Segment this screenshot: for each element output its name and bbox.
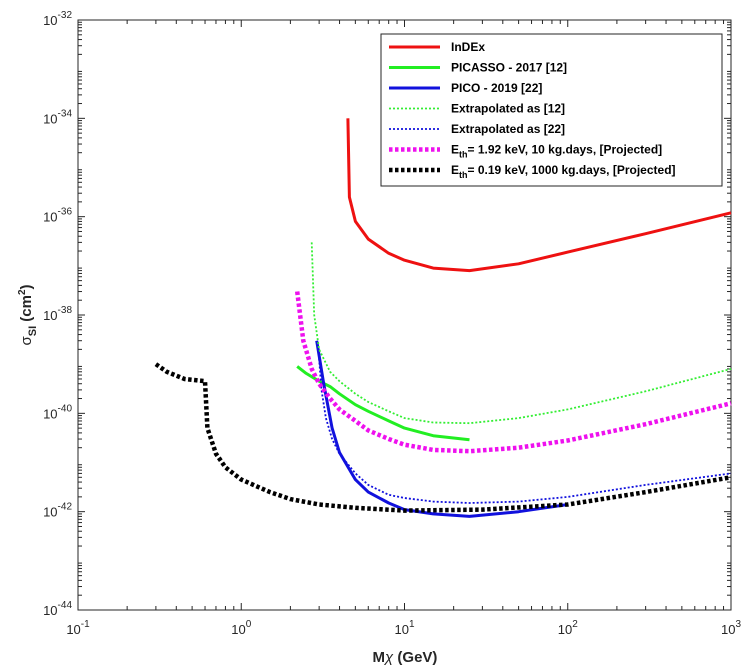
series-line-eth-1-92-kev-10-kg-days-projected (294, 291, 732, 454)
series-layer (154, 118, 732, 518)
legend-label-index: InDEx (451, 40, 485, 54)
series-line-picasso-2017-12 (296, 365, 470, 442)
x-tick-label: 103 (721, 619, 741, 637)
y-tick-label: 10-34 (43, 108, 72, 126)
series-line-pico-2019-22 (315, 340, 569, 518)
x-tick-label: 100 (231, 619, 251, 637)
y-tick-label: 10-44 (43, 600, 72, 618)
legend-box (380, 33, 723, 187)
x-axis-ticks: 10-1 100 101 102 103 (66, 20, 741, 637)
y-axis-ticks: 10-44 10-42 10-40 10-38 10-36 10-34 10-32 (43, 10, 731, 618)
legend-label-eth-0-19-kev-1000-kg-days-projected: Eth= 0.19 keV, 1000 kg.days, [Projected] (451, 163, 676, 180)
legend-label-pico-2019-22: PICO - 2019 [22] (451, 81, 542, 95)
y-tick-label: 10-38 (43, 305, 72, 323)
y-tick-label: 10-36 (43, 207, 72, 225)
legend-label-extrapolated-as-12: Extrapolated as [12] (451, 102, 565, 116)
legend-label-picasso-2017-12: PICASSO - 2017 [12] (451, 61, 567, 75)
x-tick-label: 102 (558, 619, 578, 637)
y-tick-label: 10-32 (43, 10, 72, 28)
series-line-extrapolated-as-12 (310, 242, 732, 425)
series-line-index (346, 118, 732, 273)
x-tick-label: 101 (394, 619, 414, 637)
series-line-eth-0-19-kev-1000-kg-days-projected (154, 362, 732, 513)
y-axis-label: σSI (cm2) (17, 284, 39, 345)
y-tick-label: 10-40 (43, 403, 72, 421)
x-tick-label: 10-1 (66, 619, 90, 637)
legend-label-extrapolated-as-22: Extrapolated as [22] (451, 122, 565, 136)
x-axis-label: Mχ (GeV) (373, 649, 438, 666)
legend-label-eth-1-92-kev-10-kg-days-projected: Eth= 1.92 keV, 10 kg.days, [Projected] (451, 143, 662, 160)
legend: InDEx PICASSO - 2017 [12] PICO - 2019 [22]… (380, 33, 723, 187)
y-tick-label: 10-42 (43, 502, 72, 520)
